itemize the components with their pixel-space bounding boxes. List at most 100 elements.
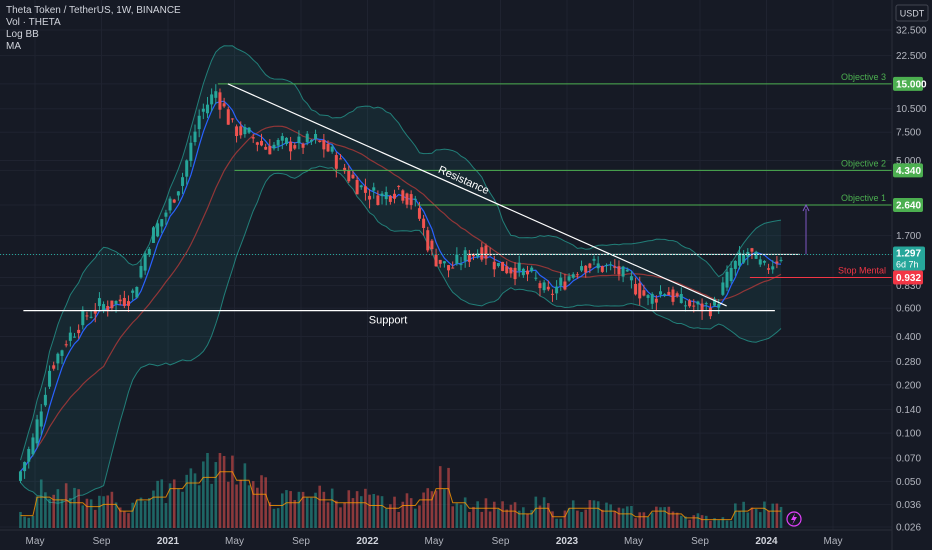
candle-body (708, 307, 712, 317)
candle-body (27, 448, 31, 462)
candle-body (750, 248, 754, 252)
candle-body (52, 365, 56, 369)
candle-body (97, 298, 101, 307)
volume-bar (621, 508, 625, 528)
volume-indicator-label[interactable]: Vol · THETA (6, 17, 61, 28)
volume-bar (646, 517, 650, 528)
candle-body (326, 143, 330, 152)
candle-body (546, 286, 550, 290)
volume-bar (127, 513, 130, 528)
volume-bar (35, 496, 39, 528)
volume-bar (717, 520, 721, 528)
level-label: Objective 3 (841, 72, 886, 82)
bollinger-upper-band (20, 45, 782, 461)
candle-body (172, 199, 176, 203)
time-tick-label: 2023 (556, 536, 579, 547)
candle-body (550, 293, 554, 295)
volume-bar (276, 508, 280, 528)
volume-bar (613, 510, 617, 528)
price-tick-label: 7.500 (896, 128, 921, 139)
currency-label[interactable]: USDT (900, 9, 925, 19)
candle-body (717, 304, 721, 308)
volume-bar (663, 507, 666, 528)
volume-bar (526, 513, 529, 528)
volume-bar (513, 502, 517, 528)
volume-bar (60, 499, 64, 528)
candle-body (430, 240, 434, 250)
candle-body (771, 266, 775, 270)
chart-title: Theta Token / TetherUS, 1W, BINANCE (6, 5, 181, 16)
candle-body (634, 283, 638, 295)
time-tick-label: 2022 (356, 536, 379, 547)
candle-body (284, 137, 288, 144)
candle-body (77, 329, 81, 334)
volume-bar (364, 488, 367, 528)
time-tick-label: May (425, 536, 444, 547)
candle-body (226, 109, 230, 125)
volume-bar (118, 507, 122, 528)
candle-body (671, 289, 675, 302)
price-tick-label: 0.600 (896, 304, 921, 315)
volume-bar (767, 510, 770, 528)
ma-indicator-label[interactable]: MA (6, 41, 21, 52)
candle-body (621, 266, 625, 277)
volume-bar (559, 518, 563, 528)
volume-bar (775, 503, 779, 528)
candle-body (363, 186, 367, 193)
volume-bar (239, 479, 243, 528)
candle-body (118, 299, 122, 302)
volume-bar (102, 496, 105, 528)
volume-bar (434, 490, 438, 528)
candle-body (567, 276, 571, 281)
volume-bar (177, 488, 180, 528)
candle-body (471, 254, 475, 257)
candle-body (334, 155, 338, 169)
volume-bar (197, 485, 201, 528)
bollinger-indicator-label[interactable]: Log BB (6, 29, 39, 40)
candle-body (114, 301, 118, 304)
volume-bar (754, 509, 758, 528)
candle-body (243, 127, 247, 135)
level-badge (893, 197, 923, 212)
volume-bar (185, 474, 189, 528)
candle-body (239, 126, 243, 136)
candle-body (235, 126, 239, 136)
candle-body (650, 293, 654, 304)
candle-body (264, 146, 268, 150)
candle-body (338, 158, 342, 160)
candle-body (280, 136, 284, 141)
volume-bar (164, 503, 168, 528)
volume-bar (696, 513, 700, 528)
candle-body (293, 145, 297, 149)
candle-body (422, 218, 426, 228)
lightning-icon[interactable] (786, 511, 802, 527)
candle-body (713, 299, 717, 306)
volume-bar (459, 504, 463, 528)
candle-body (571, 274, 575, 278)
volume-bar (106, 495, 110, 528)
volume-bar (684, 516, 687, 528)
volume-bar (771, 503, 775, 528)
price-tick-label: 0.140 (896, 405, 921, 416)
currency-button[interactable] (895, 4, 929, 22)
time-tick-label: Sep (492, 536, 510, 547)
candle-body (106, 306, 110, 311)
volume-bar (451, 506, 455, 528)
candle-body (526, 270, 530, 275)
candle-body (322, 140, 326, 150)
candle-body (513, 267, 517, 280)
volume-bar (235, 484, 238, 528)
volume-bar (509, 504, 513, 528)
candle-body (496, 263, 500, 267)
volume-bar (418, 505, 421, 528)
candle-body (43, 394, 47, 406)
volume-bar (135, 500, 139, 528)
candle-body (135, 286, 139, 298)
volume-bar (39, 479, 43, 528)
time-tick-label: May (624, 536, 643, 547)
candle-body (617, 266, 621, 275)
volume-bar (492, 501, 496, 528)
candle-body (85, 315, 89, 317)
volume-bar (52, 494, 56, 528)
